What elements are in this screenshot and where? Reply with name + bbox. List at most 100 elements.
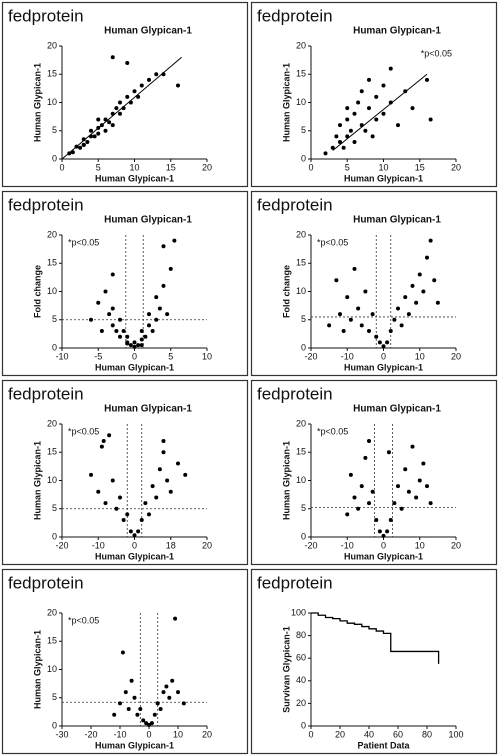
point [126, 707, 131, 712]
point [125, 60, 130, 65]
point [99, 123, 104, 128]
point [168, 489, 173, 494]
point [107, 312, 112, 317]
point [176, 461, 180, 466]
point [99, 329, 104, 334]
point [152, 712, 157, 717]
point [367, 106, 371, 111]
point [114, 329, 119, 334]
point [81, 137, 86, 142]
point [67, 151, 72, 156]
point [107, 433, 112, 438]
point [399, 323, 404, 328]
point [118, 317, 122, 322]
point [110, 55, 115, 60]
x-tick-label: 10 [202, 351, 212, 361]
point [399, 506, 404, 511]
y-axis-label: Human Glypican-1 [32, 441, 42, 520]
point [327, 323, 332, 328]
point [114, 106, 119, 111]
point [118, 334, 122, 339]
point [143, 334, 148, 339]
point [139, 518, 144, 523]
point [388, 100, 393, 105]
point [352, 111, 357, 116]
x-tick-label: -30 [55, 729, 68, 739]
point [417, 478, 422, 483]
point [89, 134, 93, 139]
y-tick-label: 10 [47, 664, 57, 674]
y-tick-label: 20 [47, 607, 57, 617]
point [370, 489, 375, 494]
annotation: *p<0.05 [317, 237, 348, 247]
brand: fedprotein [257, 6, 333, 25]
point [138, 707, 143, 712]
point [356, 306, 361, 311]
point [132, 533, 137, 538]
y-tick-label: 40 [296, 675, 306, 685]
y-tick-label: 10 [296, 475, 306, 485]
point [330, 145, 335, 150]
point [428, 238, 433, 243]
panel-frame [250, 1, 498, 188]
point [89, 472, 93, 477]
point [334, 278, 339, 283]
point [128, 100, 133, 105]
x-tick-label: 20 [451, 540, 461, 550]
point [147, 77, 151, 82]
annotation: *p<0.05 [317, 426, 348, 436]
point [89, 128, 93, 133]
point [96, 131, 101, 136]
point [103, 289, 108, 294]
y-tick-label: 10 [47, 97, 57, 107]
y-tick-label: 0 [52, 720, 57, 730]
x-tick-label: 20 [202, 729, 212, 739]
point [150, 484, 155, 489]
point [107, 120, 112, 125]
point [381, 344, 386, 349]
point [92, 134, 97, 139]
point [110, 272, 115, 277]
point [125, 512, 130, 517]
point [112, 712, 117, 717]
y-tick-label: 15 [47, 258, 57, 268]
y-tick-label: 5 [52, 692, 57, 702]
point [96, 489, 101, 494]
point [363, 128, 368, 133]
y-tick-label: 15 [47, 447, 57, 457]
x-axis-label: Human Glypican-1 [95, 740, 174, 750]
point [352, 140, 357, 145]
point [118, 701, 122, 706]
point [425, 255, 429, 260]
point [129, 678, 134, 683]
point [345, 512, 350, 517]
point [121, 329, 126, 334]
panel-frame [1, 568, 249, 755]
annotation: *p<0.05 [68, 426, 99, 436]
y-tick-label: 20 [296, 418, 306, 428]
point [403, 89, 408, 94]
x-tick-label: 20 [451, 351, 461, 361]
point [338, 123, 342, 128]
point [139, 83, 144, 88]
point [435, 300, 440, 305]
x-tick-label: 20 [202, 540, 212, 550]
panel: fedprotein 0 20 40 60 80 100 0 20 40 60 80 100 Patien… [250, 568, 498, 755]
point [136, 94, 141, 99]
point [161, 438, 166, 443]
y-tick-label: 15 [47, 636, 57, 646]
y-tick-label: 0 [301, 342, 306, 352]
point [157, 306, 162, 311]
point [161, 450, 166, 455]
point [161, 283, 166, 288]
point [385, 340, 390, 345]
y-tick-label: 15 [47, 69, 57, 79]
x-tick-label: 10 [415, 540, 425, 550]
point [110, 323, 115, 328]
y-tick-label: 60 [296, 653, 306, 663]
point [147, 722, 151, 727]
point [139, 329, 144, 334]
chart-title: Human Glypican-1 [353, 404, 441, 415]
survival-line [311, 612, 440, 664]
point [341, 329, 346, 334]
